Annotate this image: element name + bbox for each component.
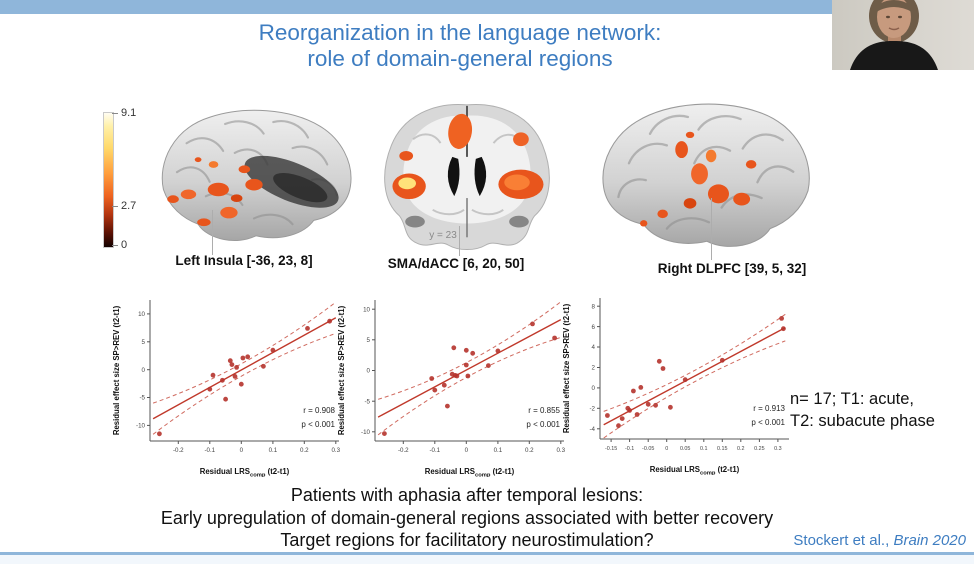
svg-text:0.3: 0.3: [556, 447, 565, 454]
coronal-sulci: [412, 133, 522, 216]
svg-text:-0.05: -0.05: [642, 446, 654, 452]
svg-text:8: 8: [592, 303, 596, 310]
sample-note-line-1: n= 17; T1: acute,: [790, 390, 914, 408]
sample-note: n= 17; T1: acute, T2: subacute phase: [790, 388, 974, 433]
title-line-1: Reorganization in the language network:: [258, 20, 662, 45]
svg-text:-0.1: -0.1: [204, 447, 215, 454]
svg-text:-5: -5: [364, 398, 370, 405]
svg-text:-0.1: -0.1: [429, 447, 440, 454]
conclusion-line-3: Target regions for facilitatory neurosti…: [280, 530, 654, 550]
svg-text:r = 0.908: r = 0.908: [303, 406, 335, 415]
svg-text:6: 6: [592, 324, 596, 331]
activation-cluster-coronal: [392, 113, 544, 200]
sample-note-line-2: T2: subacute phase: [790, 412, 935, 431]
svg-text:-4: -4: [589, 426, 595, 433]
svg-text:0.1: 0.1: [494, 447, 503, 454]
svg-text:0.2: 0.2: [737, 446, 745, 452]
svg-text:10: 10: [363, 306, 370, 313]
svg-text:-5: -5: [139, 395, 145, 402]
scatter-right-dlpfc: -0.15 -0.1 -0.05 0 0.05 0.1 0.15 0.2 0.25 0.3 8 6 4 2…: [562, 298, 789, 475]
brain-label-right-dlpfc: Right DLPFC [39, 5, 32]: [657, 261, 807, 276]
colorbar-label-mid: 2.7: [121, 200, 137, 212]
citation-authors: Stockert et al.,: [793, 532, 894, 549]
presenter-face: [877, 0, 911, 38]
svg-text:-0.15: -0.15: [605, 446, 617, 452]
colorbar-tick-mid: [112, 206, 118, 207]
svg-text:-0.2: -0.2: [173, 447, 184, 454]
top-accent-bar: [0, 0, 974, 14]
conclusion-line-2: Early upregulation of domain-general reg…: [160, 507, 774, 528]
citation-journal: Brain 2020: [893, 532, 966, 549]
conclusion-line-1: Patients with aphasia after temporal les…: [290, 485, 644, 505]
sma-pointer-line: [459, 226, 460, 256]
presenter-webcam: [832, 0, 974, 70]
svg-text:0.1: 0.1: [700, 446, 708, 452]
svg-text:0.1: 0.1: [269, 447, 278, 454]
svg-text:p < 0.001: p < 0.001: [526, 420, 560, 429]
svg-text:0.15: 0.15: [717, 446, 728, 452]
svg-text:0.2: 0.2: [525, 447, 534, 454]
activation-cluster-left-frontal: [167, 157, 263, 227]
brain-label-left-insula: Left Insula [-36, 23, 8]: [175, 253, 313, 268]
svg-text:0.25: 0.25: [754, 446, 765, 452]
svg-text:0: 0: [665, 446, 668, 452]
svg-text:-10: -10: [136, 423, 146, 430]
bottom-strip: [0, 555, 974, 564]
svg-text:4: 4: [592, 344, 596, 351]
brain-label-sma-dacc: SMA/dACC [6, 20, 50]: [387, 256, 525, 271]
brain-coronal-slice: [384, 104, 550, 251]
title-line-2: role of domain-general regions: [307, 46, 613, 71]
svg-text:p < 0.001: p < 0.001: [301, 420, 335, 429]
svg-text:Residual LRScomp (t2-t1): Residual LRScomp (t2-t1): [425, 467, 515, 477]
svg-text:2: 2: [592, 365, 596, 372]
svg-text:0: 0: [592, 385, 596, 392]
svg-text:10: 10: [138, 311, 145, 318]
svg-text:-0.1: -0.1: [625, 446, 634, 452]
ventricles: [447, 156, 487, 197]
svg-text:0: 0: [240, 447, 244, 454]
conclusion-text: Patients with aphasia after temporal les…: [0, 484, 934, 552]
svg-text:0: 0: [142, 367, 146, 374]
citation: Stockert et al., Brain 2020: [793, 532, 966, 549]
svg-text:0: 0: [367, 368, 371, 375]
stat-colorbar: [103, 112, 114, 248]
svg-text:Residual LRScomp (t2-t1): Residual LRScomp (t2-t1): [650, 465, 740, 475]
svg-text:5: 5: [142, 339, 146, 346]
brain-left-lateral: [161, 109, 352, 241]
dlpfc-pointer-line: [711, 198, 712, 260]
colorbar-label-min: 0: [121, 239, 128, 251]
svg-text:-10: -10: [361, 429, 371, 436]
page-title: Reorganization in the language network: …: [0, 20, 920, 72]
svg-text:0.05: 0.05: [680, 446, 691, 452]
svg-text:0.3: 0.3: [774, 446, 782, 452]
svg-text:r = 0.855: r = 0.855: [528, 406, 560, 415]
svg-text:0.3: 0.3: [331, 447, 340, 454]
presenter-shirt: [850, 40, 938, 70]
white-matter: [403, 115, 531, 224]
svg-text:Residual effect size SP>REV (t: Residual effect size SP>REV (t2-t1): [562, 303, 571, 433]
activation-cluster-right-dlpfc: [640, 131, 757, 227]
presenter-figure: [850, 0, 938, 70]
svg-text:r = 0.913: r = 0.913: [753, 404, 785, 413]
brain-right-lateral: [602, 103, 810, 247]
svg-text:Residual effect size SP>REV (t: Residual effect size SP>REV (t2-t1): [112, 305, 121, 435]
svg-text:5: 5: [367, 337, 371, 344]
svg-text:-2: -2: [589, 406, 595, 413]
bottom-accent-line: [0, 552, 974, 555]
svg-text:Residual LRScomp (t2-t1): Residual LRScomp (t2-t1): [200, 467, 290, 477]
colorbar-tick-bottom: [112, 245, 118, 246]
svg-text:Residual effect size SP>REV (t: Residual effect size SP>REV (t2-t1): [337, 305, 346, 435]
scatter-left-insula: -0.2 -0.1 0 0.1 0.2 0.3 10 5 0 -5 -10 r = 0.908 p < …: [112, 300, 341, 477]
left-insula-pointer-line: [212, 210, 213, 255]
svg-text:0.2: 0.2: [300, 447, 309, 454]
scatter-sma-dacc: -0.2 -0.1 0 0.1 0.2 0.3 10 5 0 -5 -10 r = 0.855 p < …: [337, 300, 566, 477]
svg-text:-0.2: -0.2: [398, 447, 409, 454]
colorbar-tick-top: [112, 113, 118, 114]
svg-text:0: 0: [465, 447, 469, 454]
slice-coordinate-label: y = 23: [429, 230, 457, 241]
colorbar-label-max: 9.1: [121, 107, 137, 119]
svg-text:p < 0.001: p < 0.001: [751, 418, 785, 427]
